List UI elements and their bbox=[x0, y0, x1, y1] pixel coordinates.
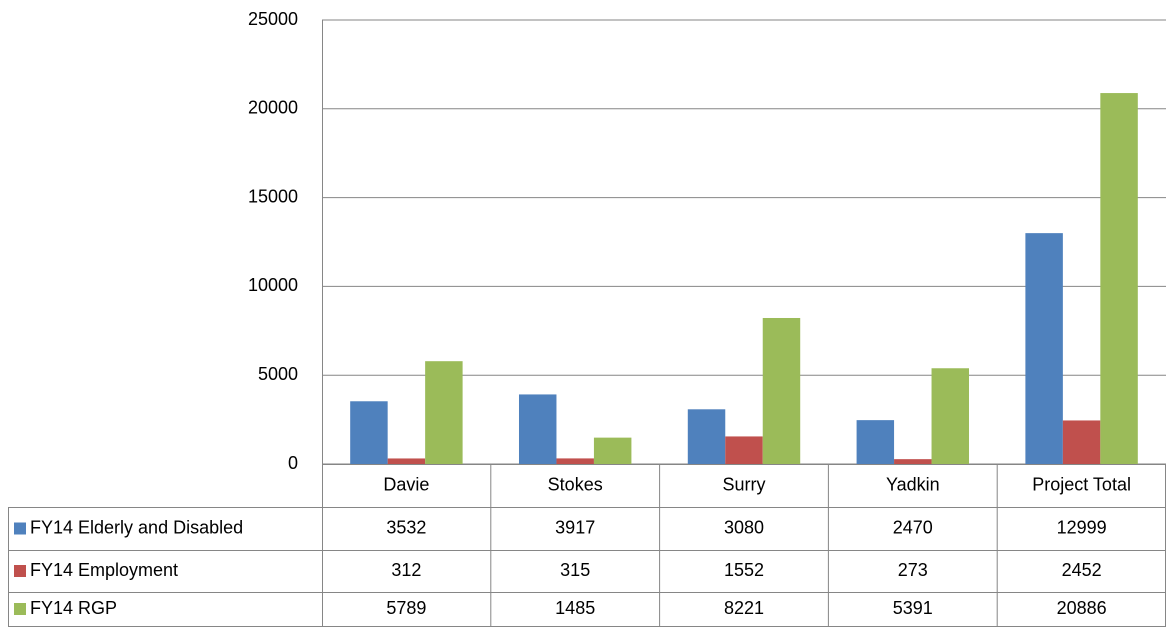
bar bbox=[931, 368, 970, 464]
bar bbox=[518, 394, 557, 464]
y-tick-label: 10000 bbox=[248, 275, 298, 295]
y-tick-label: 0 bbox=[288, 453, 298, 473]
bar bbox=[687, 409, 726, 464]
bar bbox=[387, 458, 426, 464]
bar bbox=[762, 317, 801, 464]
bar bbox=[725, 436, 763, 464]
table-cell: 3532 bbox=[386, 517, 426, 537]
table-cell: 315 bbox=[560, 560, 590, 580]
table-cell: 1485 bbox=[555, 598, 595, 618]
y-tick-label: 25000 bbox=[248, 9, 298, 29]
legend-label: FY14 Employment bbox=[30, 560, 178, 580]
table-cell: 3080 bbox=[724, 517, 764, 537]
x-tick-label: Yadkin bbox=[886, 474, 940, 494]
y-tick-label: 20000 bbox=[248, 98, 298, 118]
bar bbox=[350, 401, 388, 464]
table-cell: 273 bbox=[898, 560, 928, 580]
table-cell: 12999 bbox=[1057, 517, 1107, 537]
table-cell: 5789 bbox=[386, 598, 426, 618]
bar bbox=[593, 437, 632, 464]
bar bbox=[1100, 93, 1138, 464]
table-cell: 3917 bbox=[555, 517, 595, 537]
table-cell: 20886 bbox=[1057, 598, 1107, 618]
bar bbox=[556, 458, 594, 464]
bar bbox=[894, 459, 932, 464]
legend-key bbox=[14, 565, 26, 577]
bar bbox=[425, 361, 463, 464]
bar bbox=[1062, 420, 1101, 464]
legend-key bbox=[14, 603, 26, 615]
x-tick-label: Davie bbox=[383, 474, 429, 494]
table-cell: 2470 bbox=[893, 517, 933, 537]
y-tick-label: 15000 bbox=[248, 186, 298, 206]
legend-label: FY14 Elderly and Disabled bbox=[30, 517, 243, 537]
x-tick-label: Surry bbox=[722, 474, 765, 494]
legend-label: FY14 RGP bbox=[30, 598, 117, 618]
table-cell: 2452 bbox=[1062, 560, 1102, 580]
x-tick-label: Stokes bbox=[548, 474, 603, 494]
table-cell: 1552 bbox=[724, 560, 764, 580]
y-tick-label: 5000 bbox=[258, 364, 298, 384]
table-cell: 8221 bbox=[724, 598, 764, 618]
legend-key bbox=[14, 522, 26, 535]
bar bbox=[856, 420, 895, 464]
bar bbox=[1025, 233, 1063, 464]
table-cell: 5391 bbox=[893, 598, 933, 618]
x-tick-label: Project Total bbox=[1032, 474, 1131, 494]
table-cell: 312 bbox=[391, 560, 421, 580]
